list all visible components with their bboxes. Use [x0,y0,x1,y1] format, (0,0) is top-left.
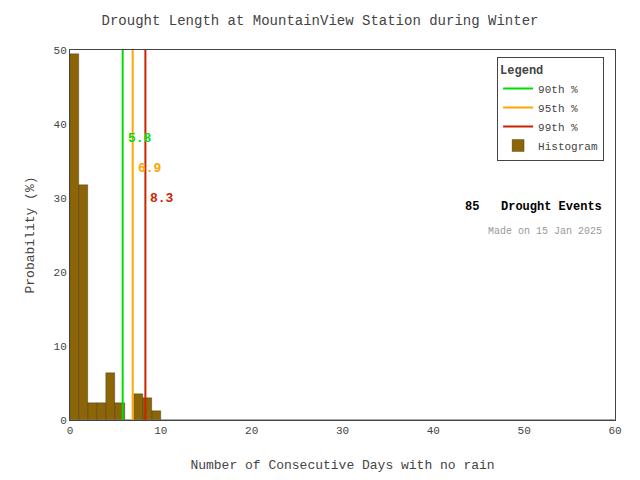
svg-text:85 Drought Events: 85 Drought Events [465,200,602,214]
svg-text:5.8: 5.8 [128,131,152,146]
svg-text:20: 20 [54,267,67,279]
svg-text:Made on 15 Jan 2025: Made on 15 Jan 2025 [488,226,602,237]
svg-text:99th %: 99th % [538,122,578,134]
svg-text:Drought Length at MountainView: Drought Length at MountainView Station d… [102,13,539,29]
svg-text:30: 30 [54,193,67,205]
svg-text:8.3: 8.3 [150,191,174,206]
svg-text:50: 50 [518,425,531,437]
svg-text:Legend: Legend [500,64,543,78]
svg-text:40: 40 [427,425,440,437]
svg-text:Probability (%): Probability (%) [23,176,38,293]
svg-text:95th %: 95th % [538,103,578,115]
svg-text:90th %: 90th % [538,84,578,96]
svg-text:40: 40 [54,119,67,131]
svg-text:0: 0 [67,425,74,437]
svg-text:Histogram: Histogram [538,141,598,153]
svg-text:0: 0 [60,415,67,427]
svg-text:10: 10 [154,425,167,437]
svg-text:6.9: 6.9 [138,161,162,176]
svg-text:Number of Consecutive Days wit: Number of Consecutive Days with no rain [190,458,494,473]
svg-text:20: 20 [245,425,258,437]
svg-text:50: 50 [54,45,67,57]
svg-text:60: 60 [608,425,621,437]
svg-text:30: 30 [336,425,349,437]
svg-text:10: 10 [54,341,67,353]
